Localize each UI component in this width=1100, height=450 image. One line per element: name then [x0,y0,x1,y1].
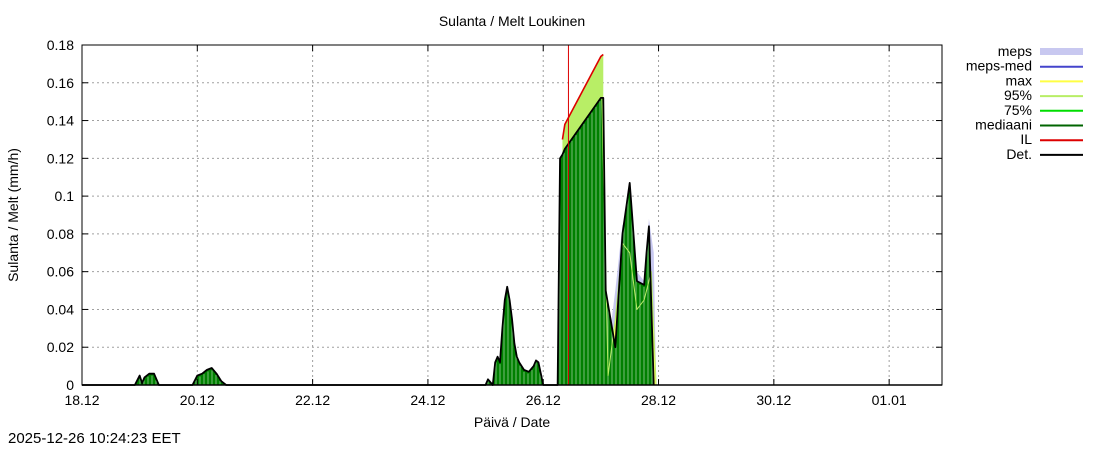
chart-title: Sulanta / Melt Loukinen [439,13,585,29]
legend-label: 75% [1004,102,1032,118]
y-tick-label: 0.16 [47,75,74,91]
x-tick-label: 18.12 [64,392,99,408]
x-tick-label: 26.12 [526,392,561,408]
y-tick-label: 0.1 [55,188,75,204]
legend-label: IL [1020,131,1032,147]
y-tick-label: 0.12 [47,150,74,166]
x-axis-ticks: 18.12 20.12 22.12 24.12 26.12 28.12 30.12 01.01 [64,45,907,408]
series-areas [82,54,657,385]
x-tick-label: 22.12 [295,392,330,408]
timestamp: 2025-12-26 10:24:23 EET [8,430,181,447]
x-tick-label: 28.12 [641,392,676,408]
legend-label: meps-med [966,58,1032,74]
legend-label: meps [998,43,1032,59]
y-axis-label: Sulanta / Melt (mm/h) [5,148,21,282]
x-axis-label: Päivä / Date [474,414,550,430]
y-tick-label: 0.18 [47,37,74,53]
y-tick-label: 0.04 [47,301,74,317]
y-tick-label: 0.14 [47,113,74,129]
x-tick-label: 20.12 [180,392,215,408]
legend-label: Det. [1006,146,1032,162]
grid [82,45,942,385]
x-tick-label: 30.12 [756,392,791,408]
legend-label: max [1006,72,1032,88]
y-tick-label: 0 [66,377,74,393]
y-tick-label: 0.02 [47,339,74,355]
plot-frame [81,44,943,386]
x-tick-label: 24.12 [410,392,445,408]
line-il [561,53,604,140]
legend-swatch [1040,48,1083,55]
melt-chart: Sulanta / Melt Loukinen 0 0.02 0.04 0.06 0.0… [5,13,1083,430]
y-tick-label: 0.06 [47,264,74,280]
x-tick-label: 01.01 [872,392,907,408]
legend-label: 95% [1004,87,1032,103]
legend-label: mediaani [975,117,1032,133]
y-tick-label: 0.08 [47,226,74,242]
y-axis-ticks: 0 0.02 0.04 0.06 0.08 0.1 0.12 0.14 0.16 0.18 [47,37,942,393]
